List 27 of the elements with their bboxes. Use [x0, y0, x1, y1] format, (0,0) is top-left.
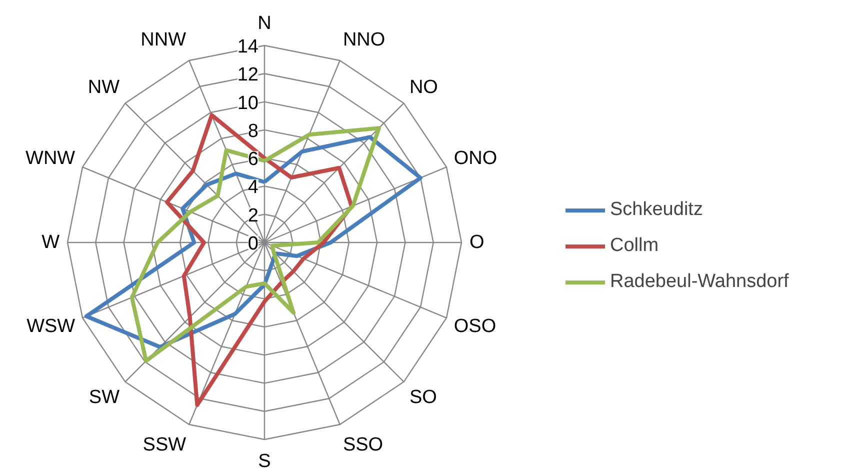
- legend-label: Collm: [610, 235, 659, 257]
- spoke-label: WSW: [26, 316, 76, 337]
- spoke-label: NO: [409, 77, 438, 98]
- legend-label: Schkeuditz: [610, 199, 703, 221]
- spoke-label: ONO: [454, 148, 498, 170]
- y-tick-label: 6: [248, 149, 259, 170]
- y-tick-label: 8: [248, 120, 259, 142]
- y-tick-label: 10: [237, 92, 259, 114]
- spoke-label: W: [42, 232, 60, 253]
- y-tick-label: 4: [248, 177, 259, 198]
- spoke-label: O: [470, 232, 484, 253]
- spoke-label: SW: [88, 386, 120, 408]
- y-tick-label: 0: [248, 234, 259, 254]
- legend-label: Radebeul-Wahnsdorf: [610, 271, 789, 293]
- y-tick-label: 14: [237, 36, 259, 58]
- y-tick-label: 2: [248, 205, 259, 226]
- spoke-label: N: [258, 13, 272, 34]
- spoke-label: NW: [88, 77, 120, 98]
- y-tick-label: 12: [237, 64, 259, 86]
- spoke-label: NNW: [140, 30, 186, 51]
- spoke-label: OSO: [454, 316, 496, 337]
- spoke-label: SSO: [342, 434, 384, 456]
- spoke-label: SSW: [142, 434, 186, 456]
- spoke-label: NNO: [342, 30, 386, 51]
- spoke-label: S: [258, 451, 271, 472]
- spoke-label: SO: [409, 386, 437, 408]
- spoke-label: WNW: [26, 148, 76, 170]
